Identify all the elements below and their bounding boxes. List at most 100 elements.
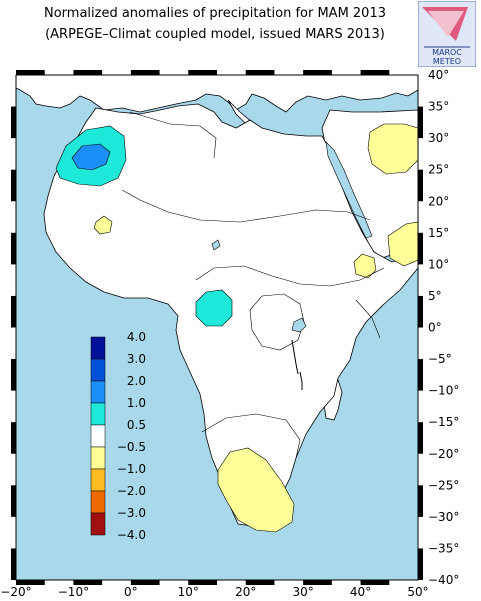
latitude-tick-label: −30° [428, 510, 459, 524]
longitude-tick-label: 10° [178, 585, 199, 599]
frame-bar [130, 580, 160, 585]
anomaly-strong-positive-northwest [71, 143, 111, 171]
longitude-tick-label: 50° [407, 585, 428, 599]
anomaly-positive-central [195, 289, 233, 327]
contour-line [355, 299, 381, 339]
frame-bar [130, 70, 160, 75]
longitude-tick-label: −10° [58, 585, 89, 599]
frame-bar [360, 70, 390, 75]
frame-bar [11, 485, 16, 517]
frame-bar [11, 548, 16, 580]
frame-bar [418, 359, 423, 391]
legend-swatch [90, 490, 106, 514]
red-sea [325, 141, 373, 239]
latitude-tick-label: 30° [428, 131, 449, 145]
contour-line [195, 265, 385, 287]
frame-bar [245, 580, 275, 585]
maroc-meteo-logo: MAROC METEO [418, 1, 476, 67]
frame-bar [418, 169, 423, 202]
legend-label: −4.0 [117, 528, 146, 542]
latitude-tick-label: 25° [428, 163, 449, 177]
frame-bar [73, 580, 103, 585]
longitude-tick-label: 40° [350, 585, 371, 599]
longitude-tick-label: 20° [235, 585, 256, 599]
legend-label: −3.0 [117, 506, 146, 520]
legend-swatch [90, 468, 106, 492]
map-subtitle: (ARPEGE–Climat coupled model, issued MAR… [45, 27, 385, 42]
lake-malawi [299, 371, 303, 390]
longitude-axis: −20° −10° 0° 10° 20° 30° 40° 50° [0, 585, 428, 599]
frame-bar [303, 70, 332, 75]
latitude-tick-label: 35° [428, 100, 449, 114]
frame-bar [303, 580, 332, 585]
longitude-tick-label: 0° [124, 585, 138, 599]
frame-bar [11, 422, 16, 454]
legend-label: 3.0 [127, 352, 146, 366]
logo-text-1: MAROC [432, 48, 462, 57]
frame-bar [11, 106, 16, 139]
anomaly-negative-east-africa [353, 253, 377, 279]
legend-swatch [90, 336, 106, 360]
latitude-tick-label: 20° [428, 194, 449, 208]
legend-swatch [90, 424, 106, 448]
frame-bar [11, 359, 16, 391]
longitude-tick-label: −20° [0, 585, 31, 599]
contour-line [121, 189, 371, 223]
frame-bar [16, 70, 45, 75]
legend-label: −0.5 [117, 440, 146, 454]
legend-swatch [90, 512, 106, 536]
frame-bar [188, 70, 217, 75]
legend-swatch [90, 402, 106, 426]
frame-bar [418, 485, 423, 517]
latitude-tick-label: −5° [428, 352, 452, 366]
contour-line [201, 413, 301, 459]
frame-bar [73, 70, 103, 75]
latitude-tick-label: −15° [428, 415, 459, 429]
latitude-tick-label: −40° [428, 573, 459, 587]
legend-label: −1.0 [117, 462, 146, 476]
frame-bar [418, 232, 423, 265]
lake-victoria [291, 317, 307, 333]
lake-chad [211, 239, 221, 251]
anomaly-negative-west [93, 215, 113, 235]
frame-bar [11, 232, 16, 265]
longitude-tick-label: 30° [293, 585, 314, 599]
lake-tanganyika [291, 339, 299, 375]
latitude-tick-label: −20° [428, 447, 459, 461]
frame-bar [418, 106, 423, 139]
frame-bar [11, 295, 16, 328]
europe-landmass [15, 74, 419, 113]
frame-bar [245, 70, 275, 75]
anomaly-negative-middle-east [367, 123, 419, 175]
legend: 4.0 3.0 2.0 1.0 0.5 −0.5 −1.0 −2.0 −3.0 −4.0 [90, 330, 146, 542]
legend-label: 1.0 [127, 396, 146, 410]
frame-bar [418, 295, 423, 328]
frame-bar [418, 548, 423, 580]
legend-label: 4.0 [127, 330, 146, 344]
contour-line [129, 111, 217, 159]
logo-text-2: METEO [433, 57, 461, 66]
frame-bar [418, 422, 423, 454]
legend-label: 0.5 [127, 418, 146, 432]
legend-swatch [90, 380, 106, 404]
anomaly-negative-southern-africa [217, 447, 295, 533]
latitude-tick-label: 0° [428, 321, 442, 335]
latitude-tick-label: 5° [428, 289, 442, 303]
latitude-tick-label: −10° [428, 384, 459, 398]
legend-label: −2.0 [117, 484, 146, 498]
latitude-tick-label: 10° [428, 257, 449, 271]
latitude-tick-label: 40° [428, 68, 449, 82]
latitude-tick-label: −25° [428, 478, 459, 492]
legend-swatch [90, 358, 106, 382]
latitude-axis: 40° 35° 30° 25° 20° 15° 10° 5° 0° −5° −10° −15° −20°… [428, 68, 459, 587]
frame-bar [11, 169, 16, 202]
latitude-tick-label: −35° [428, 541, 459, 555]
frame-bar [16, 580, 45, 585]
frame-bar [188, 580, 217, 585]
frame-bar [360, 580, 390, 585]
map-frame-scale [11, 70, 423, 585]
map-title: Normalized anomalies of precipitation fo… [43, 6, 386, 21]
legend-swatch [90, 446, 106, 470]
legend-label: 2.0 [127, 374, 146, 388]
